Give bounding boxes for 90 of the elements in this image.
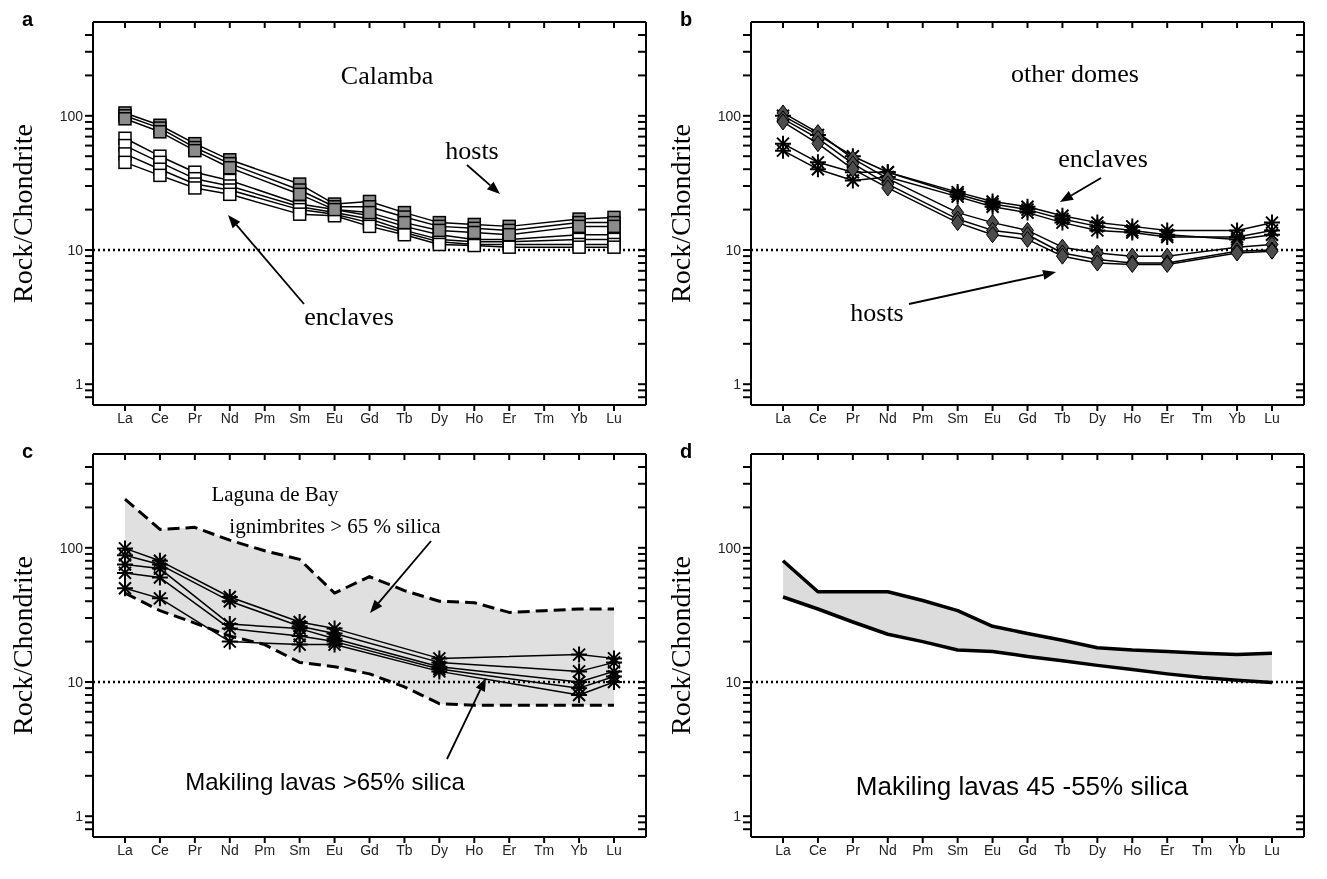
y-axis-title: Rock/Chondrite — [6, 556, 38, 735]
annotation: hosts — [850, 298, 904, 328]
y-tick-label: 100 — [59, 539, 84, 556]
annotation: enclaves — [1058, 144, 1148, 174]
x-tick-label: Gd — [1018, 841, 1037, 858]
x-tick-label: Lu — [1264, 409, 1280, 426]
annotation: hosts — [445, 136, 499, 166]
x-tick-label: Eu — [984, 409, 1002, 426]
x-tick-label: Lu — [606, 841, 622, 858]
x-tick-label: Nd — [878, 409, 897, 426]
x-tick-label: Pm — [254, 841, 276, 858]
annotation: Makiling lavas >65% silica — [185, 768, 465, 796]
x-tick-label: Er — [502, 409, 517, 426]
x-tick-label: Tb — [1054, 841, 1071, 858]
x-tick-label: Pr — [845, 841, 861, 858]
x-tick-label: Ho — [1123, 841, 1142, 858]
y-tick-label: 1 — [75, 808, 84, 825]
y-tick-label: 100 — [717, 539, 742, 556]
x-tick-label: Lu — [1264, 841, 1280, 858]
x-tick-label: La — [775, 409, 791, 426]
x-tick-label: Gd — [360, 409, 379, 426]
x-tick-label: Pr — [845, 409, 861, 426]
x-tick-label: Ce — [150, 841, 170, 858]
x-tick-label: Pm — [912, 409, 934, 426]
x-tick-label: Pr — [187, 409, 203, 426]
chart-title: b — [680, 8, 693, 31]
x-tick-label: Tm — [534, 841, 555, 858]
x-tick-label: Eu — [326, 409, 344, 426]
y-tick-label: 10 — [67, 241, 84, 258]
x-tick-label: Tm — [1192, 841, 1213, 858]
x-tick-label: Sm — [289, 841, 311, 858]
x-tick-label: Dy — [1088, 409, 1106, 426]
x-tick-label: Ce — [808, 409, 828, 426]
x-tick-label: Yb — [1228, 409, 1246, 426]
x-tick-label: Er — [502, 841, 517, 858]
y-tick-label: 1 — [733, 376, 742, 393]
annotation: Calamba — [340, 61, 434, 91]
x-tick-label: Yb — [570, 841, 588, 858]
x-tick-label: Lu — [606, 409, 622, 426]
x-tick-label: Tb — [396, 409, 413, 426]
x-tick-label: Gd — [1018, 409, 1037, 426]
y-tick-label: 10 — [725, 673, 742, 690]
x-tick-label: La — [775, 841, 791, 858]
x-tick-label: Ho — [465, 409, 484, 426]
x-tick-label: Dy — [430, 409, 448, 426]
y-tick-label: 1 — [733, 808, 742, 825]
x-tick-label: Sm — [947, 409, 969, 426]
x-tick-label: Eu — [326, 841, 344, 858]
x-tick-label: Eu — [984, 841, 1002, 858]
x-tick-label: Er — [1160, 409, 1175, 426]
annotation: Laguna de Bay — [211, 481, 339, 507]
x-tick-label: Dy — [1088, 841, 1106, 858]
x-tick-label: La — [117, 409, 133, 426]
x-tick-label: Sm — [947, 841, 969, 858]
x-tick-label: Yb — [1228, 841, 1246, 858]
y-tick-label: 100 — [59, 107, 84, 124]
x-tick-label: Nd — [878, 841, 897, 858]
x-tick-label: Tm — [1192, 409, 1213, 426]
x-tick-label: Ce — [150, 409, 170, 426]
x-tick-label: Pr — [187, 841, 203, 858]
annotation: Makiling lavas 45 -55% silica — [855, 771, 1189, 802]
y-axis-title: Rock/Chondrite — [6, 124, 38, 303]
x-tick-label: Tb — [396, 841, 413, 858]
y-axis-title: Rock/Chondrite — [664, 124, 696, 303]
annotation: enclaves — [304, 302, 394, 332]
annotation: ignimbrites > 65 % silica — [229, 513, 441, 539]
y-tick-label: 1 — [75, 376, 84, 393]
y-tick-label: 100 — [717, 107, 742, 124]
x-tick-label: Tm — [534, 409, 555, 426]
x-tick-label: Yb — [570, 409, 588, 426]
y-tick-label: 10 — [725, 241, 742, 258]
y-tick-label: 10 — [67, 673, 84, 690]
x-tick-label: Pm — [254, 409, 276, 426]
annotation: other domes — [1011, 59, 1139, 89]
x-tick-label: La — [117, 841, 133, 858]
x-tick-label: Nd — [220, 841, 239, 858]
x-tick-label: Nd — [220, 409, 239, 426]
x-tick-label: Ce — [808, 841, 828, 858]
x-tick-label: Pm — [912, 841, 934, 858]
y-axis-title: Rock/Chondrite — [664, 556, 696, 735]
x-tick-label: Ho — [1123, 409, 1142, 426]
x-tick-label: Sm — [289, 409, 311, 426]
x-tick-label: Gd — [360, 841, 379, 858]
chart-title: d — [680, 440, 693, 463]
x-tick-label: Tb — [1054, 409, 1071, 426]
x-tick-label: Er — [1160, 841, 1175, 858]
chart-title: a — [22, 8, 34, 31]
chart-title: c — [22, 440, 34, 463]
x-tick-label: Dy — [430, 841, 448, 858]
x-tick-label: Ho — [465, 841, 484, 858]
